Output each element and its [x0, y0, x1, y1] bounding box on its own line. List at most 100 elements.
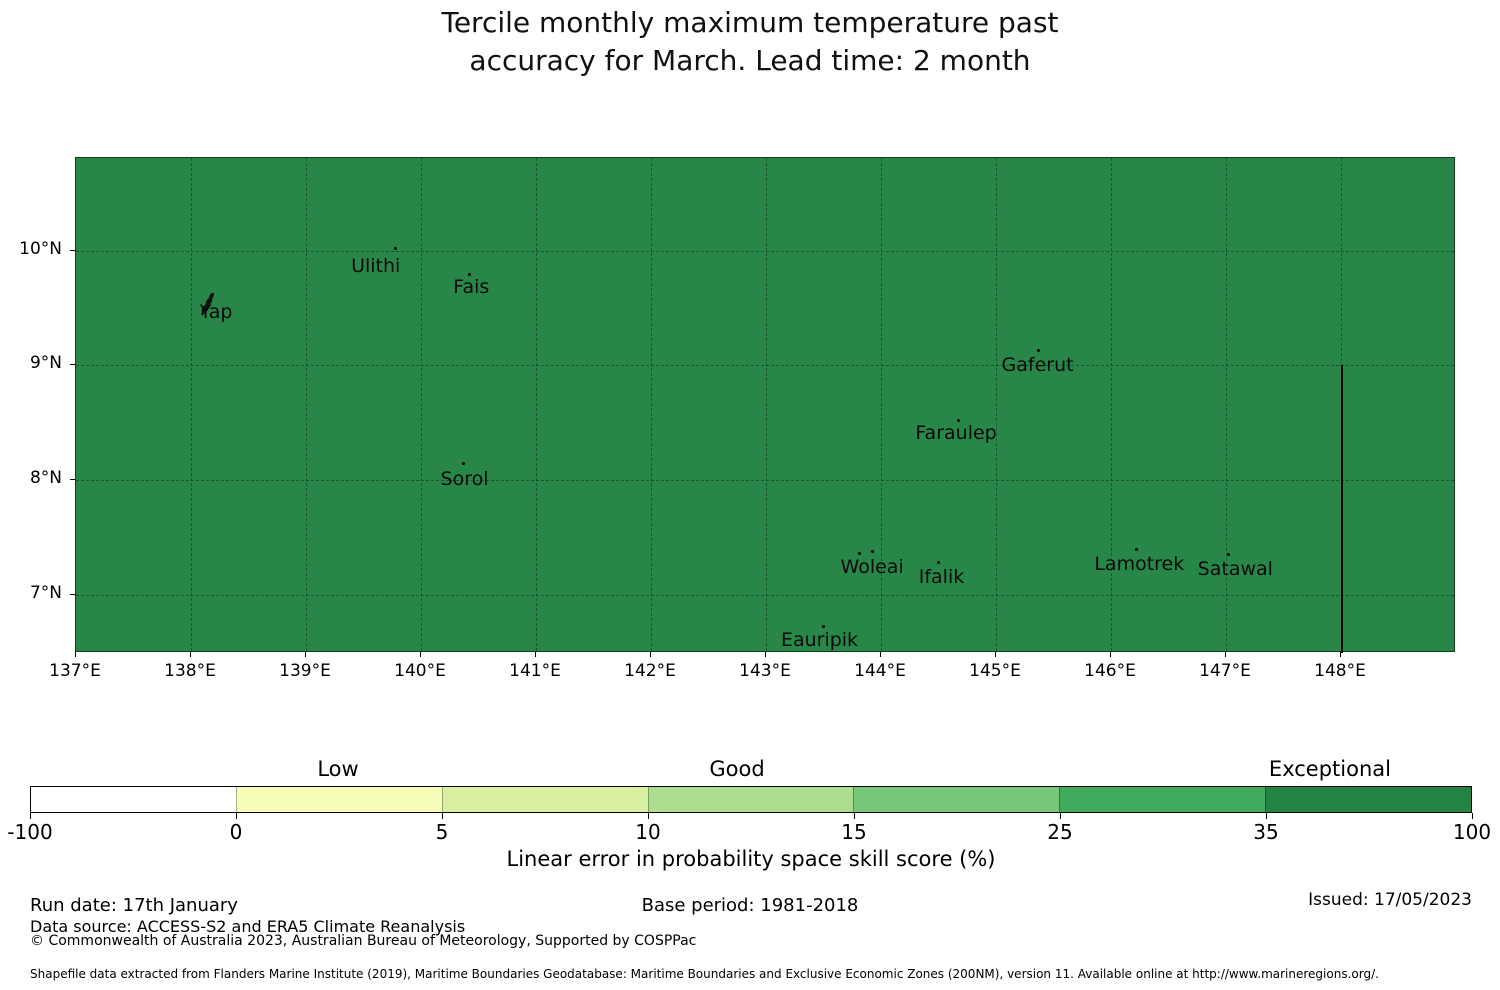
longitude-gridline [881, 158, 882, 651]
x-tick-mark [1110, 652, 1111, 657]
latitude-gridline [76, 250, 1454, 252]
x-tick-label: 140°E [394, 661, 446, 681]
island-label-yap: Yap [199, 300, 233, 323]
colorbar-tick-label: 35 [1253, 820, 1279, 844]
island-dot-eauripik [822, 625, 825, 629]
colorbar-segment-0-to-5 [235, 787, 442, 812]
colorbar-tick-mark [1472, 813, 1473, 819]
x-tick-mark [880, 652, 881, 657]
colorbar-category-exceptional: Exceptional [1268, 757, 1391, 781]
x-tick-label: 141°E [509, 661, 561, 681]
latitude-gridline [76, 365, 1454, 367]
longitude-gridline [191, 158, 192, 651]
eez-boundary-line [1341, 365, 1343, 653]
x-tick-mark [1225, 652, 1226, 657]
x-tick-label: 137°E [49, 661, 101, 681]
shapefile-note-text: Shapefile data extracted from Flanders M… [30, 967, 1379, 981]
y-tick-label: 7°N [29, 582, 62, 603]
x-tick-label: 138°E [164, 661, 216, 681]
run-date-text: Run date: 17th January [30, 895, 238, 916]
y-tick-label: 8°N [29, 467, 62, 488]
island-label-ifalik: Ifalik [918, 566, 965, 589]
x-tick-mark [305, 652, 306, 657]
issued-date-text: Issued: 17/05/2023 [1308, 890, 1472, 910]
x-tick-label: 144°E [854, 661, 906, 681]
colorbar-category-good: Good [709, 757, 765, 781]
colorbar-tick-mark [854, 813, 855, 819]
island-dot-faraulep [956, 418, 960, 422]
island-label-sorol: Sorol [440, 467, 489, 490]
x-tick-mark [190, 652, 191, 657]
y-tick-mark [70, 249, 75, 251]
x-tick-label: 148°E [1314, 661, 1366, 681]
chart-title: Tercile monthly maximum temperature past… [0, 4, 1500, 80]
island-dot-sorol [462, 462, 466, 466]
colorbar-tick-label: 5 [435, 820, 449, 844]
longitude-gridline [996, 158, 997, 651]
island-dot-lamotrek [1134, 548, 1138, 552]
y-tick-mark [70, 593, 75, 595]
island-dot-ifalik [937, 560, 940, 564]
island-label-eauripik: Eauripik [780, 628, 859, 651]
island-label-fais: Fais [453, 275, 490, 298]
x-tick-label: 147°E [1199, 661, 1251, 681]
island-label-ulithi: Ulithi [351, 254, 401, 277]
y-tick-mark [70, 478, 75, 480]
longitude-gridline [651, 158, 652, 651]
colorbar-tick-label: 15 [841, 820, 867, 844]
island-label-lamotrek: Lamotrek [1094, 552, 1185, 575]
longitude-gridline [1226, 158, 1227, 651]
base-period-text: Base period: 1981-2018 [641, 895, 859, 916]
x-tick-label: 145°E [969, 661, 1021, 681]
chart-title-line1: Tercile monthly maximum temperature past [441, 6, 1059, 39]
x-tick-mark [420, 652, 421, 657]
map-area: Yap Ulithi Fais Gaferut Faraulep Sorol Woleai I… [75, 157, 1455, 653]
x-tick-mark [1340, 652, 1341, 657]
latitude-gridline [76, 479, 1454, 481]
island-dot-woleai [857, 551, 861, 555]
x-tick-label: 143°E [739, 661, 791, 681]
x-tick-label: 146°E [1084, 661, 1136, 681]
colorbar-axis-label: Linear error in probability space skill … [506, 847, 996, 871]
island-dot-satawal [1226, 552, 1230, 556]
x-tick-label: 139°E [279, 661, 331, 681]
colorbar-tick-mark [30, 813, 31, 819]
colorbar-tick-mark [442, 813, 443, 819]
island-dot-woleai [871, 549, 875, 553]
latitude-gridline [76, 594, 1454, 596]
colorbar-tick-mark [236, 813, 237, 819]
colorbar-tick-label: 25 [1047, 820, 1073, 844]
x-tick-label: 142°E [624, 661, 676, 681]
x-tick-mark [765, 652, 766, 657]
x-tick-mark [75, 652, 76, 657]
colorbar-tick-label: 0 [229, 820, 243, 844]
y-tick-label: 10°N [19, 238, 62, 259]
colorbar-tick-label: 100 [1452, 820, 1492, 844]
data-source-text: Data source: ACCESS-S2 and ERA5 Climate … [30, 917, 466, 936]
island-outline-yap [198, 291, 216, 317]
longitude-gridline [1111, 158, 1112, 651]
colorbar-tick-mark [1266, 813, 1267, 819]
island-label-faraulep: Faraulep [915, 422, 997, 445]
colorbar-segment-10-to-15 [647, 787, 854, 812]
chart-title-line2: accuracy for March. Lead time: 2 month [469, 44, 1031, 77]
island-dot-fais [467, 273, 471, 277]
y-tick-label: 9°N [29, 353, 62, 374]
island-dot-ulithi [394, 247, 398, 251]
island-dot-gaferut [1037, 349, 1041, 352]
colorbar-tick-mark [648, 813, 649, 819]
colorbar-tick-label: -100 [7, 820, 53, 844]
colorbar-segment-5-to-10 [441, 787, 648, 812]
x-tick-mark [995, 652, 996, 657]
colorbar [30, 786, 1472, 813]
colorbar-segment-35-to-100 [1265, 787, 1472, 812]
longitude-gridline [421, 158, 422, 651]
colorbar-segment-25-to-35 [1059, 787, 1266, 812]
island-label-gaferut: Gaferut [1001, 353, 1074, 376]
colorbar-segment-15-to-25 [853, 787, 1060, 812]
colorbar-tick-mark [1060, 813, 1061, 819]
island-label-satawal: Satawal [1197, 558, 1273, 581]
longitude-gridline [306, 158, 307, 651]
colorbar-tick-label: 10 [635, 820, 661, 844]
